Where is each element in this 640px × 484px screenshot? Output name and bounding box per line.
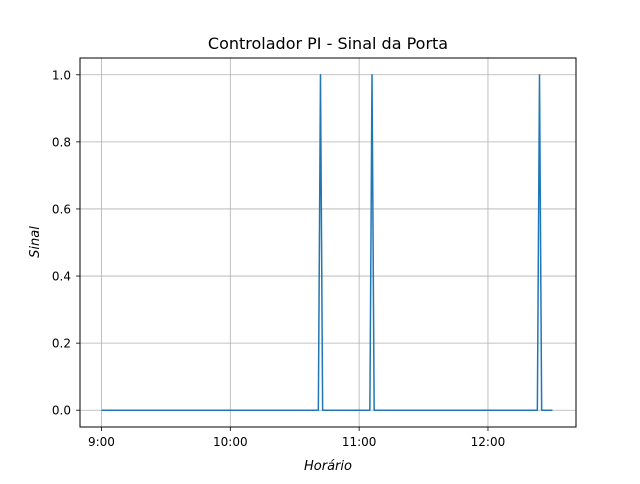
y-tick-label: 0.0 — [52, 404, 71, 418]
x-tick-label: 10:00 — [213, 435, 248, 449]
y-tick-label: 0.2 — [52, 337, 71, 351]
series-line — [101, 74, 553, 411]
x-tick-label: 12:00 — [471, 435, 506, 449]
y-ticks: 0.0 0.2 0.4 0.6 0.8 1.0 — [52, 68, 80, 418]
x-tick-label: 11:00 — [342, 435, 377, 449]
axes-frame — [79, 57, 577, 428]
y-tick-label: 0.6 — [52, 202, 71, 216]
series-layer — [101, 74, 553, 411]
x-tick-label: 9:00 — [88, 435, 115, 449]
y-tick-label: 0.4 — [52, 270, 71, 284]
y-tick-label: 0.8 — [52, 135, 71, 149]
plot-area — [80, 58, 576, 427]
x-axis-label: Horário — [304, 459, 352, 474]
y-axis-label: Sinal — [28, 226, 43, 258]
chart-title: Controlador PI - Sinal da Porta — [208, 34, 448, 53]
y-tick-label: 1.0 — [52, 68, 71, 82]
x-ticks: 9:00 10:00 11:00 12:00 — [88, 427, 505, 449]
grid-lines — [80, 58, 576, 427]
